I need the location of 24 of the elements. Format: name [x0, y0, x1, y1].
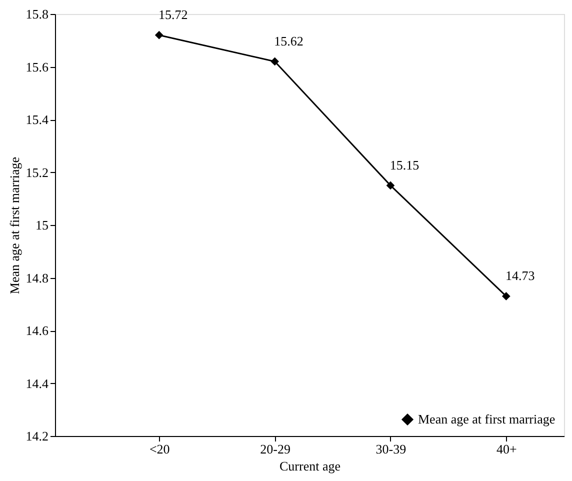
legend-label: Mean age at first marriage [418, 412, 556, 426]
y-tick-label: 15.6 [26, 59, 49, 74]
y-tick-label: 15.8 [26, 6, 48, 22]
data-label: 15.62 [274, 33, 304, 48]
y-tick-label: 14.8 [26, 270, 48, 286]
y-axis-title: Mean age at first marriage [6, 156, 22, 294]
y-tick-label: 15 [36, 218, 48, 232]
point [154, 30, 164, 40]
data-label: 14.73 [506, 268, 535, 284]
y-tick-label: 14.2 [26, 428, 48, 444]
point [502, 292, 510, 300]
data-label: 15.15 [390, 157, 420, 172]
y-tick-label: 14.4 [26, 376, 49, 391]
x-tick-label: 30-39 [376, 442, 406, 456]
y-tick-label: 14.6 [26, 323, 49, 338]
y-tick-label: 15.4 [26, 112, 49, 127]
data-label: 15.72 [158, 7, 188, 22]
x-tick-label: 40+ [496, 442, 517, 456]
x-axis-title: Current age [279, 458, 341, 474]
y-tick-label: 15.2 [26, 164, 48, 180]
point [386, 181, 395, 190]
point [270, 57, 279, 66]
x-tick-label: <20 [149, 442, 170, 456]
x-tick-label: 20-29 [260, 442, 290, 456]
